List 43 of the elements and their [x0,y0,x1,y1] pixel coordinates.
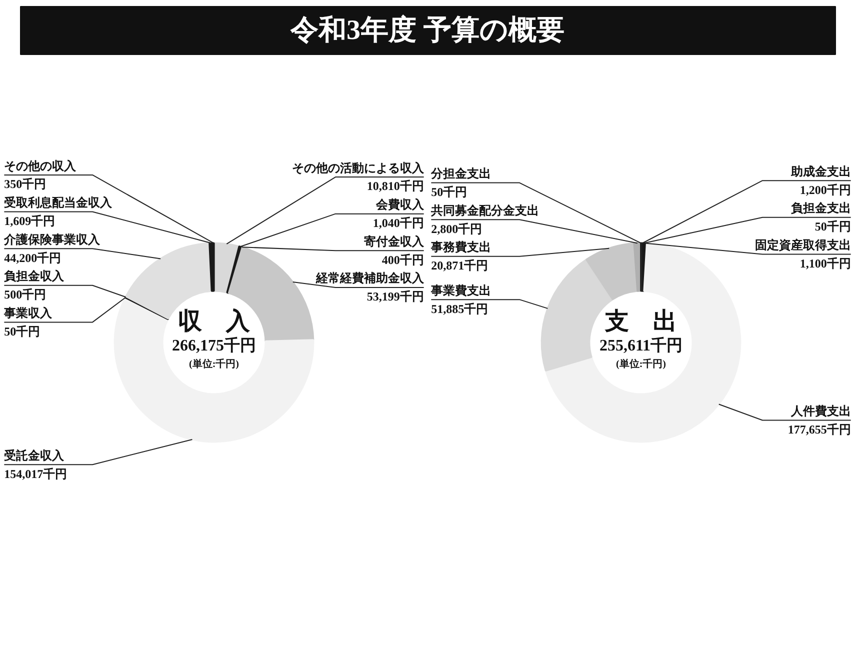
slice-label: 受取利息配当金収入 [3,196,114,210]
slice-label: 負担金支出 [790,201,851,216]
data-label: 177,655千円 [788,422,851,436]
data-label: 50千円 [431,184,468,199]
slice-label: 介護保険事業収入 [3,232,102,246]
slice-label: 事業収入 [3,306,54,320]
slice-label: 経常経費補助金収入 [314,271,425,286]
slice-label: 固定資産取得支出 [754,238,851,252]
slice-label: 分担金支出 [430,166,492,181]
chart-title: 令和3年度 予算の概要 [290,14,564,46]
slice-label: 受託金収入 [3,448,66,462]
slice-label: その他の活動による収入 [292,160,425,175]
data-label: 1,609千円 [4,214,56,228]
slice-label: 共同募金配分金支出 [430,203,540,218]
text: 収 入 [178,308,251,335]
data-label: 154,017千円 [4,466,68,481]
slice-label: 会費収入 [374,198,425,212]
data-label: 53,199千円 [366,290,424,304]
data-label: 50千円 [4,324,40,338]
data-label: 51,885千円 [431,302,488,316]
data-label: 400千円 [382,252,424,267]
data-label: 1,200千円 [800,182,851,197]
data-label: 2,800千円 [431,222,482,236]
data-label: 44,200千円 [4,250,62,265]
slice-label: 負担金収入 [4,269,66,284]
data-label: 1,040千円 [372,216,424,230]
data-label: 10,810千円 [366,179,424,194]
slice-label: その他の収入 [4,158,78,173]
slice-label: 寄付金収入 [364,234,425,248]
text: 266,175千円 [172,336,256,355]
slice-label: 助成金支出 [790,164,851,178]
data-label: 350千円 [4,177,46,192]
slice-label: 事務費支出 [430,240,492,254]
text: (単位:千円) [189,358,240,370]
text: 支 出 [604,308,677,335]
data-label: 50千円 [814,220,851,234]
slice-label: 事業費支出 [430,283,492,298]
data-label: 1,100千円 [800,256,851,270]
text: 255,611千円 [599,336,683,355]
data-label: 20,871千円 [431,258,488,273]
slice-label: 人件費支出 [790,404,851,418]
text: (単位:千円) [616,358,666,370]
data-label: 500千円 [4,288,46,302]
